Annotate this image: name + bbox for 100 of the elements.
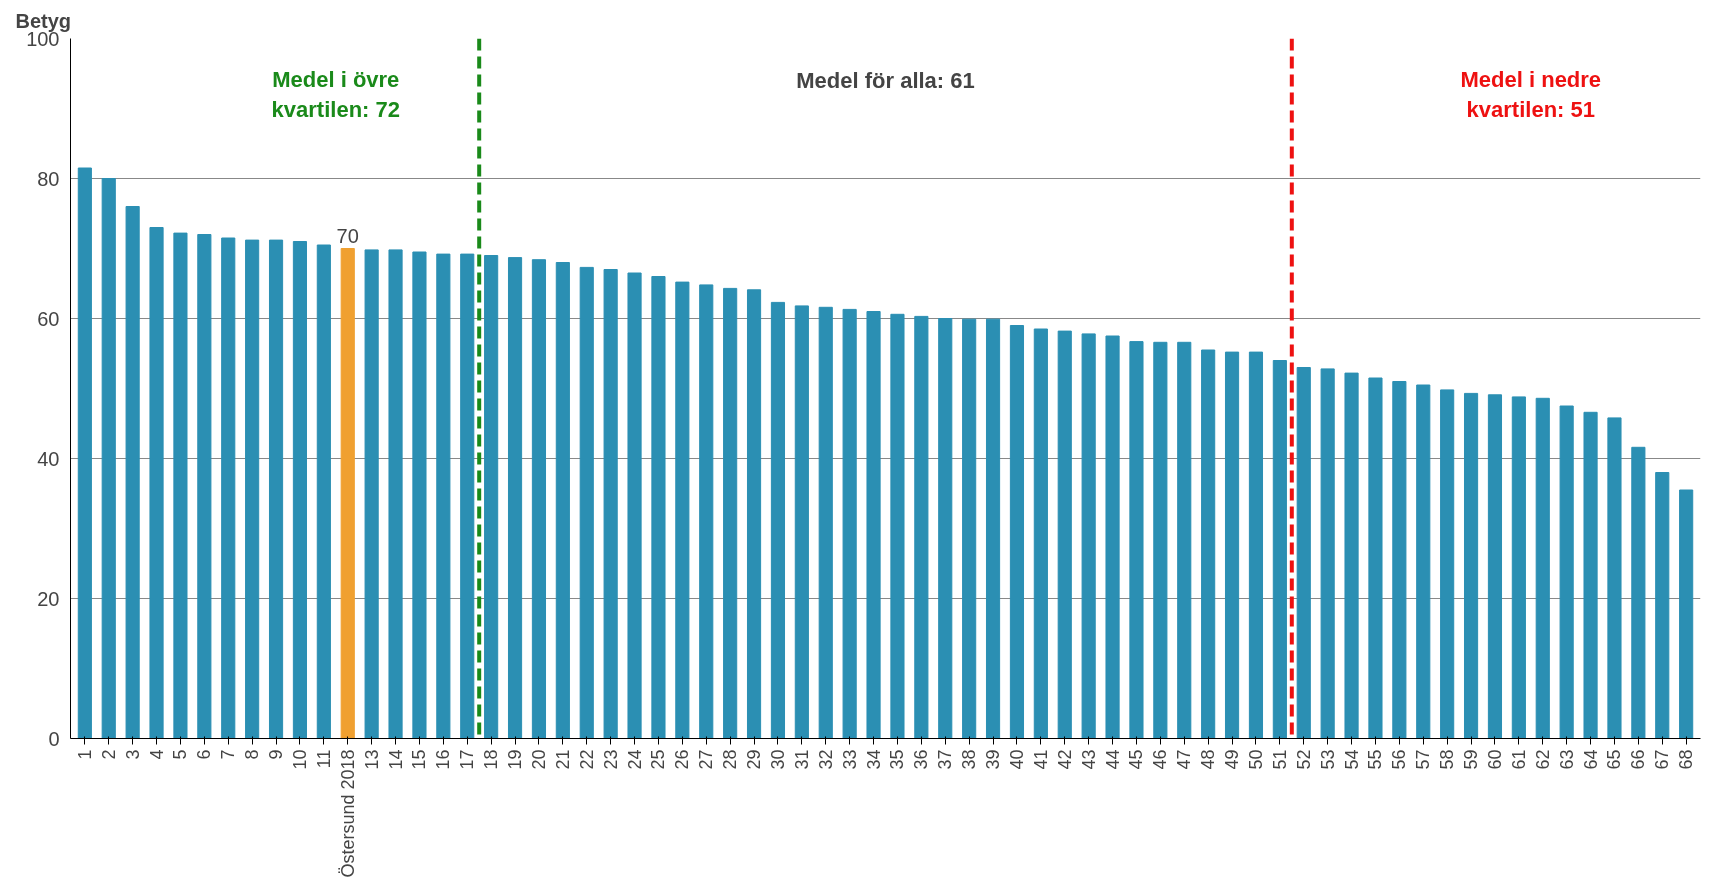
x-tick-label: 4	[146, 749, 167, 760]
bar	[627, 272, 642, 739]
bar	[531, 259, 547, 739]
bar	[507, 257, 523, 739]
bar	[651, 276, 666, 739]
bar	[101, 178, 116, 739]
bar	[675, 281, 690, 739]
ref-line-label: Medel i övre kvartilen: 72	[271, 67, 400, 122]
x-tick-label: 32	[815, 749, 836, 770]
x-tick-label: 40	[1006, 749, 1027, 770]
x-tick-label: 37	[935, 749, 956, 770]
bar	[316, 244, 331, 739]
bar	[603, 269, 618, 739]
x-tick-label: 14	[385, 749, 406, 770]
y-tick-label: 20	[37, 587, 60, 610]
bar	[1655, 472, 1670, 739]
x-tick-label: 22	[576, 749, 597, 770]
bar	[268, 239, 284, 739]
bar	[1416, 384, 1431, 739]
x-tick-label: 64	[1580, 749, 1601, 770]
bar	[985, 318, 1001, 739]
x-tick-label: Östersund 2018	[337, 749, 358, 878]
bar	[1511, 396, 1526, 739]
bar	[1607, 417, 1622, 739]
bar	[1248, 351, 1264, 739]
bar	[388, 249, 403, 739]
x-tick-label: 47	[1174, 749, 1195, 770]
bar	[1535, 397, 1550, 739]
x-tick-label: 30	[767, 749, 788, 770]
x-tick-label: 35	[887, 749, 908, 770]
bar	[364, 249, 379, 739]
x-tick-label: 49	[1222, 749, 1243, 770]
x-tick-label: 61	[1508, 749, 1529, 770]
y-tick-label: 40	[37, 447, 60, 470]
x-tick-label: 42	[1054, 749, 1075, 770]
x-tick-label: 59	[1461, 749, 1482, 770]
bar	[436, 253, 451, 739]
x-tick-label: 16	[433, 749, 454, 770]
x-tick-label: 33	[839, 749, 860, 770]
bar	[962, 318, 977, 739]
x-tick-label: 36	[911, 749, 932, 770]
bar	[842, 308, 857, 739]
x-tick-label: 8	[242, 749, 263, 760]
bar	[770, 301, 786, 739]
x-tick-label: 34	[863, 749, 884, 770]
x-tick-label: 10	[289, 749, 310, 770]
bar	[914, 315, 929, 739]
x-tick-label: 65	[1604, 749, 1625, 770]
x-tick-label: 2	[98, 749, 119, 760]
x-tick-label: 39	[983, 749, 1004, 770]
bar	[1009, 325, 1025, 739]
x-tick-label: 48	[1198, 749, 1219, 770]
bar	[866, 311, 881, 739]
x-tick-label: 24	[624, 749, 645, 770]
bar	[221, 237, 236, 739]
x-tick-label: 67	[1652, 749, 1673, 770]
x-tick-label: 13	[361, 749, 382, 770]
bar	[1105, 335, 1120, 739]
ref-line-label: Medel i nedre kvartilen: 51	[1460, 67, 1602, 122]
bar	[1320, 368, 1335, 739]
y-tick-label: 0	[48, 727, 60, 750]
x-tick-label: 27	[696, 749, 717, 770]
x-tick-label: 17	[457, 749, 478, 770]
bar	[412, 251, 427, 739]
bar	[1224, 351, 1240, 739]
x-tick-label: 55	[1365, 749, 1386, 770]
x-tick-label: 18	[481, 749, 502, 770]
bar	[890, 313, 905, 739]
x-tick-label: 28	[720, 749, 741, 770]
bar	[1583, 411, 1598, 739]
bar	[149, 227, 164, 739]
x-tick-label: 21	[552, 749, 573, 770]
x-tick-label: 63	[1556, 749, 1577, 770]
x-tick-label: 60	[1484, 749, 1505, 770]
x-tick-label: 23	[600, 749, 621, 770]
x-tick-label: 57	[1413, 749, 1434, 770]
x-tick-label: 6	[194, 749, 215, 760]
bar	[1679, 489, 1694, 739]
x-tick-label: 46	[1150, 749, 1171, 770]
bar	[1177, 341, 1192, 739]
x-tick-label: 15	[409, 749, 430, 770]
x-tick-label: 53	[1317, 749, 1338, 770]
bar	[292, 241, 308, 739]
x-tick-label: 43	[1078, 749, 1099, 770]
x-tick-label: 58	[1437, 749, 1458, 770]
x-tick-label: 66	[1628, 749, 1649, 770]
y-tick-label: 80	[37, 167, 60, 190]
bar	[1487, 394, 1503, 739]
bar	[1129, 341, 1144, 739]
bar	[1201, 349, 1216, 739]
bar	[173, 232, 188, 739]
x-tick-label: 41	[1030, 749, 1051, 770]
bar	[1344, 372, 1359, 739]
bar	[746, 289, 762, 739]
bar	[1057, 330, 1072, 739]
bar	[579, 266, 594, 739]
x-tick-label: 26	[672, 749, 693, 770]
bar	[794, 305, 809, 739]
bar	[197, 234, 212, 739]
x-tick-label: 1	[74, 749, 95, 760]
